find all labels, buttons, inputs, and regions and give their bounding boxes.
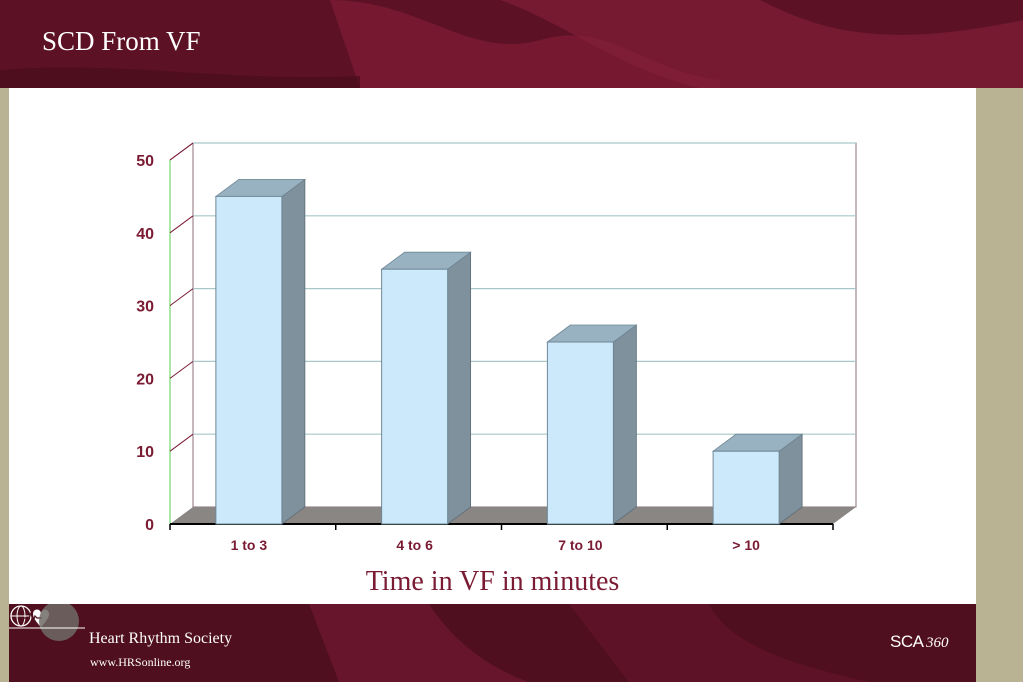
gridline-side: [169, 360, 194, 379]
y-tick-label: 20: [136, 371, 154, 388]
x-tick-label: 4 to 6: [396, 537, 433, 553]
y-tick-label: 50: [136, 153, 154, 170]
footer-wave-decoration: [309, 604, 869, 682]
bar-chart: 0 10 20 30 40 50 1 to 3 4 to 6 7 to 10 > 10: [136, 142, 857, 553]
header-wave-decoration: [0, 0, 1023, 88]
gridline-side: [169, 142, 194, 161]
bar: [381, 268, 449, 525]
bar-side: [447, 251, 472, 525]
bar: [215, 195, 283, 525]
slide-title: SCD From VF: [42, 26, 201, 56]
x-tick-label: 1 to 3: [231, 537, 268, 553]
y-tick-label: 40: [136, 226, 154, 243]
y-tick-label: 0: [145, 517, 154, 534]
org-url[interactable]: www.HRSonline.org: [90, 655, 191, 669]
bar: [546, 341, 614, 525]
bar: [712, 450, 780, 525]
sca-label: SCA: [890, 632, 924, 651]
org-name: Heart Rhythm Society: [89, 630, 233, 647]
bar-side: [612, 324, 637, 525]
header-banner: SCD From VF: [0, 0, 1023, 88]
sca-badge: [9, 604, 85, 641]
y-tick-label: 10: [136, 444, 154, 461]
x-tick-label: > 10: [732, 537, 760, 553]
left-border: [0, 88, 9, 682]
x-tick-label: 7 to 10: [558, 537, 603, 553]
x-axis-title: Time in VF in minutes: [365, 566, 620, 597]
y-tick-label: 30: [136, 299, 154, 316]
sca-number: 360: [926, 635, 949, 651]
right-border: [976, 88, 1023, 682]
bar-side: [281, 178, 306, 525]
footer-banner: Heart Rhythm Society www.HRSonline.org S…: [9, 604, 976, 682]
gridline-side: [169, 433, 194, 452]
gridline-side: [169, 288, 194, 307]
gridline-side: [169, 215, 194, 234]
chart-floor: [170, 507, 856, 524]
chart-panel: 0 10 20 30 40 50 1 to 3 4 to 6 7 to 10 > 10 Time …: [9, 88, 976, 604]
